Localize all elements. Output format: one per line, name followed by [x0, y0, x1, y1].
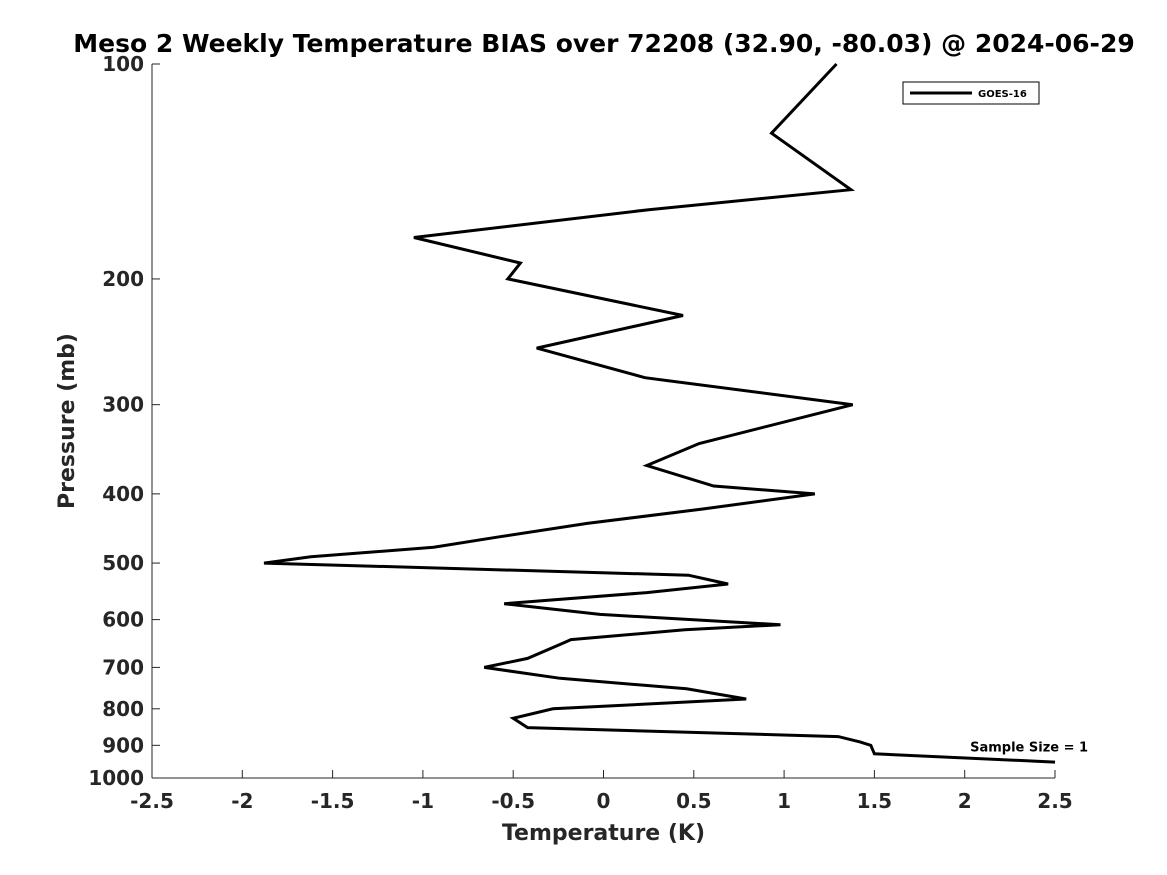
y-tick-label: 400: [102, 482, 144, 506]
plot-area: -2.5 -2 -1.5 -1 -0.5 0 0.5 1 1.5 2 2.5 100 200 300 40…: [88, 52, 1072, 813]
y-tick-label: 800: [102, 697, 144, 721]
x-axis: -2.5 -2 -1.5 -1 -0.5 0 0.5 1 1.5 2 2.5: [130, 770, 1073, 813]
y-tick-label: 1000: [88, 766, 144, 790]
series-line-goes-16: [263, 62, 1056, 764]
y-tick-label: 100: [102, 52, 144, 76]
x-tick-label: 0.5: [676, 789, 711, 813]
y-axis: 100 200 300 400 500 600 700 800 900 1000: [88, 52, 160, 790]
x-tick-label: -2.5: [130, 789, 174, 813]
sample-size-annotation: Sample Size = 1: [970, 740, 1088, 755]
y-tick-label: 900: [102, 733, 144, 757]
y-tick-label: 300: [102, 393, 144, 417]
y-tick-label: 700: [102, 655, 144, 679]
x-tick-label: 0: [597, 789, 611, 813]
x-tick-label: 2.5: [1037, 789, 1072, 813]
y-axis-label: Pressure (mb): [55, 333, 80, 509]
x-tick-label: -0.5: [491, 789, 535, 813]
legend-label-goes-16: GOES-16: [978, 89, 1027, 100]
plot-frame: [152, 64, 1055, 778]
x-tick-label: 1.5: [857, 789, 892, 813]
x-tick-label: 2: [958, 789, 972, 813]
y-tick-label: 500: [102, 551, 144, 575]
legend: GOES-16: [902, 81, 1040, 105]
x-tick-label: -1: [412, 789, 434, 813]
x-tick-label: -2: [231, 789, 253, 813]
x-tick-label: 1: [777, 789, 791, 813]
y-tick-label: 200: [102, 267, 144, 291]
chart-title: Meso 2 Weekly Temperature BIAS over 7220…: [73, 29, 1134, 58]
x-axis-label: Temperature (K): [502, 821, 705, 846]
x-tick-label: -1.5: [311, 789, 355, 813]
y-tick-label: 600: [102, 608, 144, 632]
